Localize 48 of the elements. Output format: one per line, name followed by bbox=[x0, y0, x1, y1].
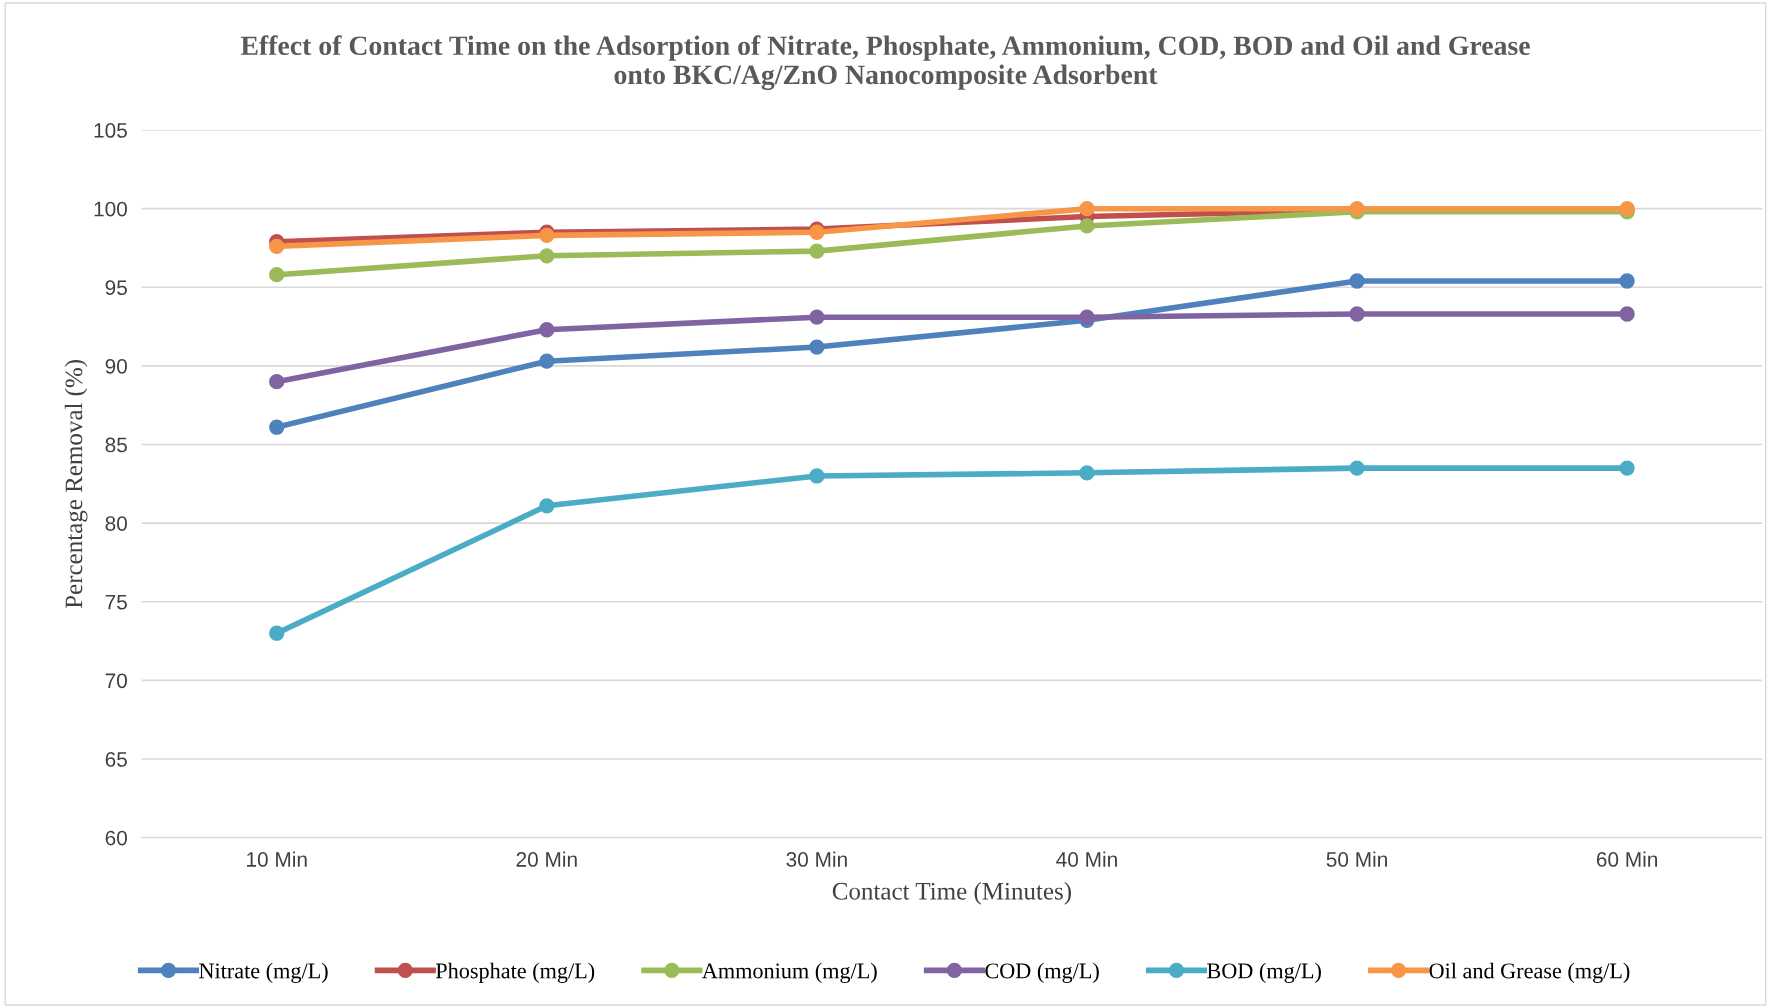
y-tick-label: 60 bbox=[105, 830, 127, 846]
point bbox=[539, 322, 555, 338]
point bbox=[269, 267, 285, 283]
legend-label: Nitrate (mg/L) bbox=[199, 962, 328, 983]
x-tick-label: 10 Min bbox=[247, 851, 307, 867]
point bbox=[269, 238, 285, 255]
legend-label: BOD (mg/L) bbox=[1207, 962, 1321, 983]
point bbox=[539, 227, 555, 244]
point bbox=[539, 248, 555, 264]
x-tick-label: 20 Min bbox=[516, 851, 577, 867]
point bbox=[1619, 460, 1635, 476]
y-tick-label: 80 bbox=[105, 516, 127, 531]
y-axis-title: Percentage Removal (%) bbox=[64, 360, 88, 609]
point bbox=[809, 243, 825, 259]
point bbox=[1349, 273, 1365, 289]
point bbox=[1619, 273, 1635, 289]
chart-title: Effect of Contact Time on the Adsorption of Nitrate, Phosphate, Ammonium, COD, BOD and Oil and Grease onto BKC/Ag/ZnO Nanocomposite Adsorbent bbox=[240, 35, 1530, 91]
legend-label: COD (mg/L) bbox=[985, 962, 1099, 983]
y-tick-label: 95 bbox=[105, 280, 127, 296]
y-tick-label: 105 bbox=[94, 123, 127, 138]
y-tick-label: 90 bbox=[105, 358, 127, 374]
point bbox=[1079, 465, 1095, 481]
legend-label: Phosphate (mg/L) bbox=[435, 962, 595, 983]
x-tick-label: 50 Min bbox=[1326, 851, 1387, 867]
point bbox=[269, 373, 285, 390]
x-axis-title: Contact Time (Minutes) bbox=[832, 882, 1071, 905]
point bbox=[1079, 201, 1095, 217]
point bbox=[809, 309, 825, 325]
legend-label: Oil and Grease (mg/L) bbox=[1429, 962, 1630, 983]
point bbox=[1349, 460, 1365, 476]
point bbox=[539, 498, 555, 514]
y-tick-label: 75 bbox=[105, 594, 127, 610]
point bbox=[809, 468, 825, 484]
x-tick-label: 60 Min bbox=[1596, 851, 1658, 867]
point bbox=[1079, 218, 1095, 234]
point bbox=[269, 625, 285, 641]
y-tick-label: 85 bbox=[105, 437, 127, 453]
y-tick-label: 100 bbox=[94, 201, 127, 217]
y-tick-label: 70 bbox=[105, 673, 127, 689]
point bbox=[1349, 306, 1365, 322]
x-tick-label: 40 Min bbox=[1056, 851, 1117, 867]
x-tick-label: 30 Min bbox=[786, 851, 847, 867]
point bbox=[539, 353, 555, 369]
point bbox=[269, 419, 285, 435]
point bbox=[1619, 306, 1635, 322]
point bbox=[809, 339, 825, 355]
y-tick-label: 65 bbox=[105, 752, 127, 767]
legend-label: Ammonium (mg/L) bbox=[702, 962, 877, 983]
